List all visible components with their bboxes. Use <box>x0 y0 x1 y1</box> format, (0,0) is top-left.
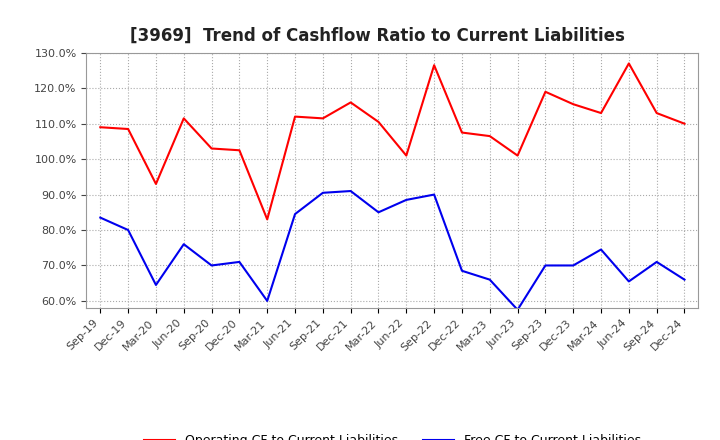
Operating CF to Current Liabilities <box>485 133 494 139</box>
Free CF to Current Liabilities <box>624 279 633 284</box>
Free CF to Current Liabilities <box>680 277 689 282</box>
Operating CF to Current Liabilities <box>569 102 577 107</box>
Operating CF to Current Liabilities <box>458 130 467 135</box>
Free CF to Current Liabilities <box>374 210 383 215</box>
Free CF to Current Liabilities <box>430 192 438 197</box>
Free CF to Current Liabilities <box>569 263 577 268</box>
Operating CF to Current Liabilities <box>374 119 383 125</box>
Free CF to Current Liabilities <box>291 212 300 217</box>
Operating CF to Current Liabilities <box>430 62 438 68</box>
Free CF to Current Liabilities <box>346 188 355 194</box>
Free CF to Current Liabilities <box>541 263 550 268</box>
Operating CF to Current Liabilities <box>179 116 188 121</box>
Free CF to Current Liabilities <box>458 268 467 273</box>
Free CF to Current Liabilities <box>597 247 606 252</box>
Operating CF to Current Liabilities <box>597 110 606 116</box>
Operating CF to Current Liabilities <box>96 125 104 130</box>
Operating CF to Current Liabilities <box>680 121 689 126</box>
Operating CF to Current Liabilities <box>263 217 271 222</box>
Free CF to Current Liabilities <box>207 263 216 268</box>
Operating CF to Current Liabilities <box>541 89 550 95</box>
Free CF to Current Liabilities <box>152 282 161 288</box>
Legend: Operating CF to Current Liabilities, Free CF to Current Liabilities: Operating CF to Current Liabilities, Fre… <box>138 429 647 440</box>
Free CF to Current Liabilities <box>235 259 243 264</box>
Free CF to Current Liabilities <box>179 242 188 247</box>
Operating CF to Current Liabilities <box>318 116 327 121</box>
Operating CF to Current Liabilities <box>124 126 132 132</box>
Free CF to Current Liabilities <box>652 259 661 264</box>
Free CF to Current Liabilities <box>263 298 271 304</box>
Free CF to Current Liabilities <box>485 277 494 282</box>
Free CF to Current Liabilities <box>318 190 327 195</box>
Line: Free CF to Current Liabilities: Free CF to Current Liabilities <box>100 191 685 310</box>
Line: Operating CF to Current Liabilities: Operating CF to Current Liabilities <box>100 63 685 220</box>
Free CF to Current Liabilities <box>513 307 522 312</box>
Operating CF to Current Liabilities <box>402 153 410 158</box>
Operating CF to Current Liabilities <box>291 114 300 119</box>
Text: [3969]  Trend of Cashflow Ratio to Current Liabilities: [3969] Trend of Cashflow Ratio to Curren… <box>130 26 624 44</box>
Operating CF to Current Liabilities <box>207 146 216 151</box>
Operating CF to Current Liabilities <box>152 181 161 187</box>
Operating CF to Current Liabilities <box>624 61 633 66</box>
Free CF to Current Liabilities <box>96 215 104 220</box>
Operating CF to Current Liabilities <box>235 148 243 153</box>
Operating CF to Current Liabilities <box>513 153 522 158</box>
Operating CF to Current Liabilities <box>652 110 661 116</box>
Operating CF to Current Liabilities <box>346 100 355 105</box>
Free CF to Current Liabilities <box>402 197 410 202</box>
Free CF to Current Liabilities <box>124 227 132 233</box>
